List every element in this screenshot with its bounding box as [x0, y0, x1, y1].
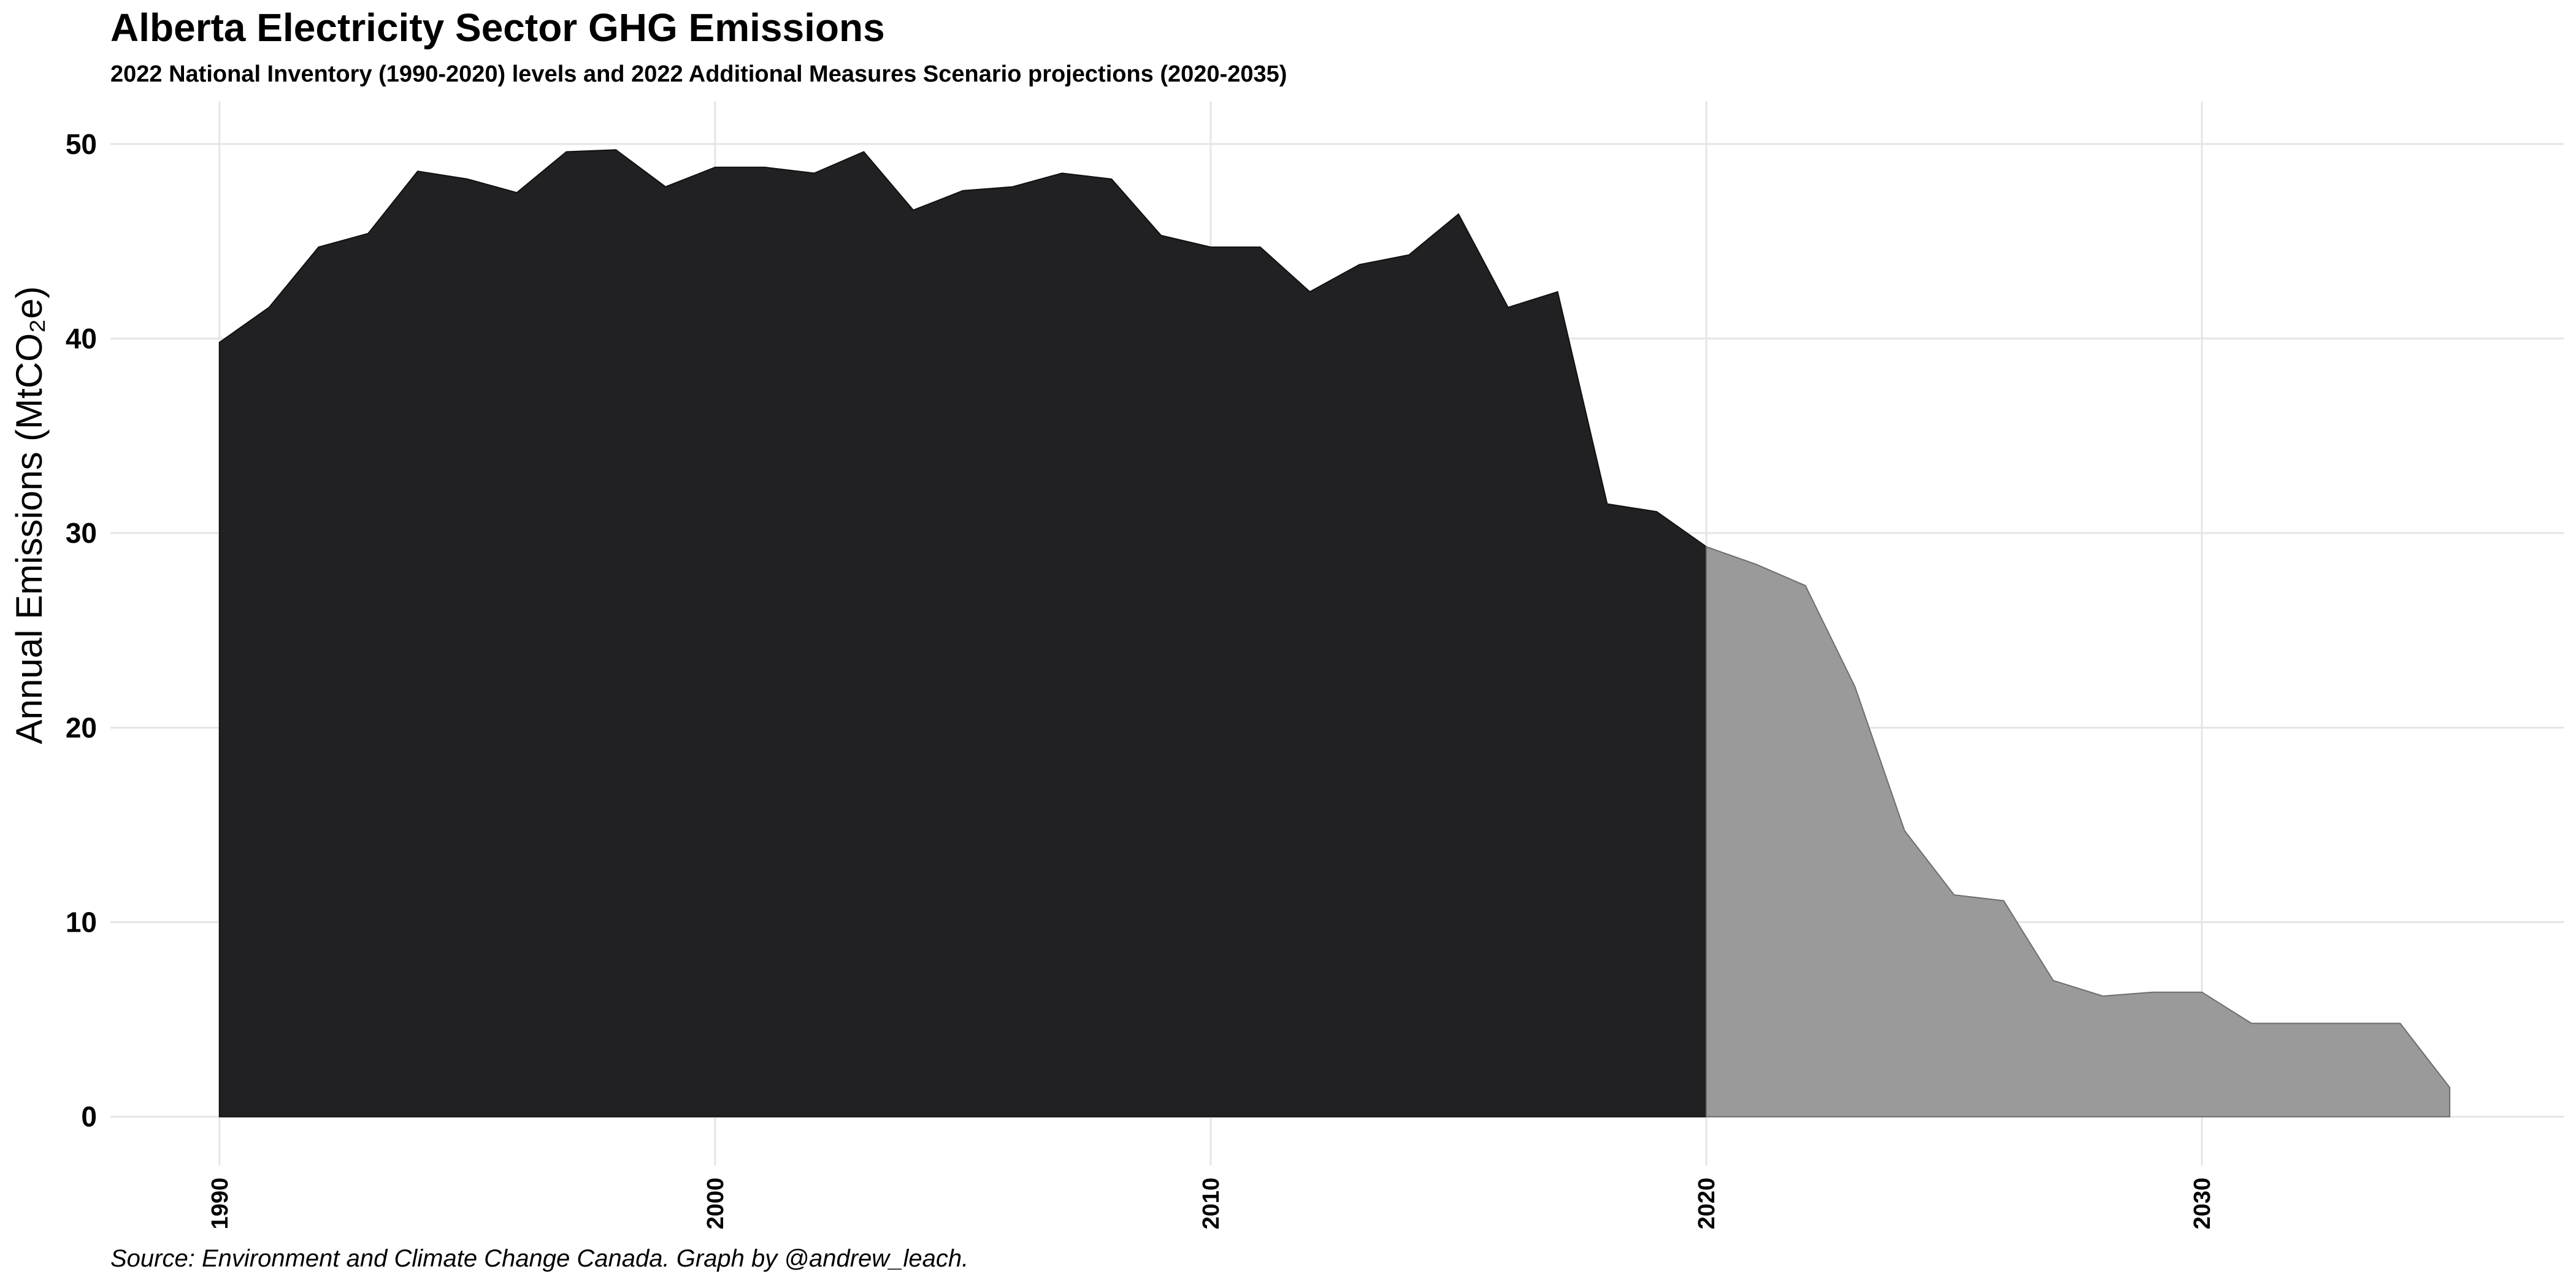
x-tick-label: 1990 [207, 1178, 233, 1230]
projected-emissions-area [1706, 545, 2451, 1117]
historical-emissions-area [218, 149, 1707, 1117]
x-tick-label: 2010 [1198, 1178, 1224, 1230]
x-tick-label: 2020 [1694, 1178, 1720, 1230]
chart-title: Alberta Electricity Sector GHG Emissions [110, 6, 885, 50]
x-tick-label: 2000 [703, 1178, 729, 1230]
y-tick-label: 20 [66, 711, 97, 743]
chart-caption: Source: Environment and Climate Change C… [110, 1245, 969, 1272]
chart-subtitle: 2022 National Inventory (1990-2020) leve… [110, 61, 1287, 87]
area-layer [218, 149, 2451, 1117]
y-axis-label: Annual Emissions (MtCO₂e) [9, 286, 50, 745]
y-tick-label: 40 [66, 323, 97, 355]
x-tick-label: 2030 [2190, 1178, 2215, 1230]
y-tick-label: 30 [66, 517, 97, 549]
y-tick-label: 50 [66, 128, 97, 160]
y-tick-label: 10 [66, 907, 97, 938]
y-tick-label: 0 [81, 1101, 97, 1133]
